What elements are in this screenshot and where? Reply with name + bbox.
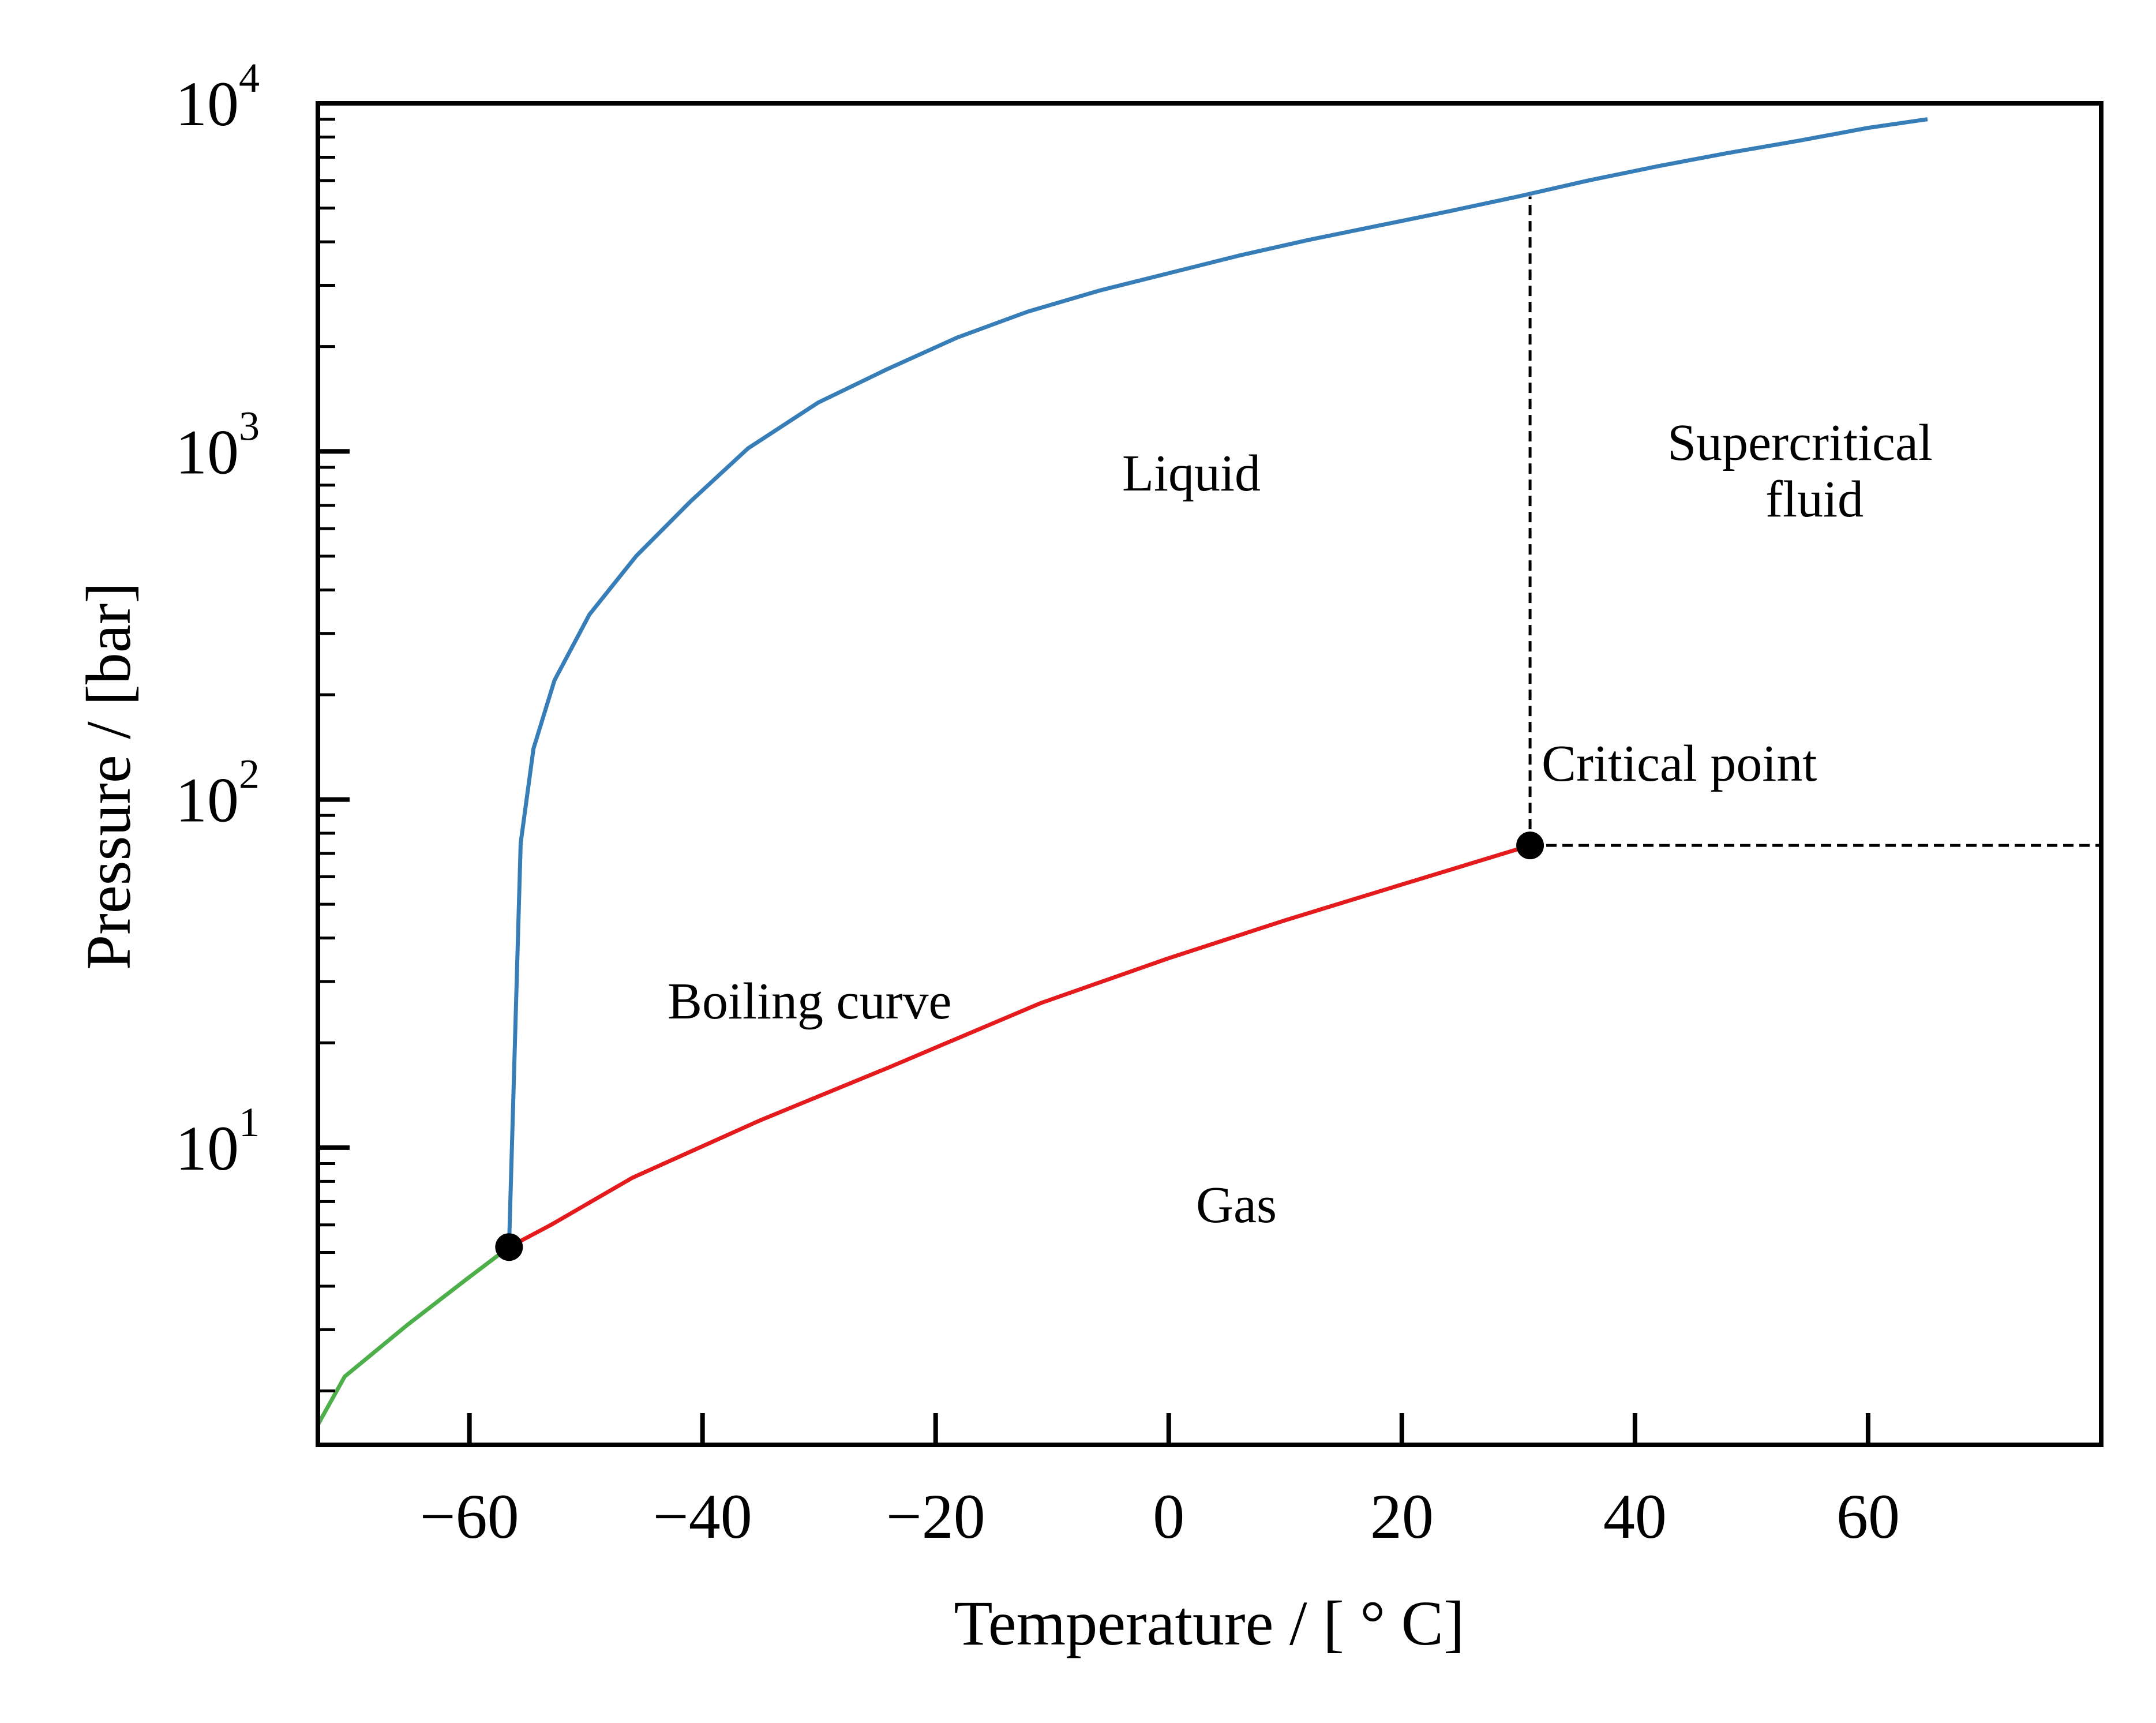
y-tick-label: 101: [175, 1099, 260, 1183]
x-tick-label: −20: [886, 1481, 985, 1552]
x-tick-label: 0: [1153, 1481, 1184, 1552]
x-axis-title: Temperature / [ ° C]: [954, 1588, 1464, 1658]
tick-labels: −60 −40 −20 0 20 40 60 101 102 103 104: [175, 55, 1900, 1552]
x-tick-label: −60: [420, 1481, 519, 1552]
boiling-curve-label: Boiling curve: [668, 973, 951, 1030]
y-tick-label: 103: [175, 403, 260, 487]
y-axis-title: Pressure / [bar]: [73, 582, 144, 970]
supercritical-label-line2: fluid: [1765, 471, 1863, 528]
supercritical-label-line1: Supercritical: [1667, 414, 1933, 471]
series-line-0: [316, 1245, 511, 1426]
x-tick-label: −40: [653, 1481, 752, 1552]
x-tick-label: 60: [1836, 1481, 1900, 1552]
plot-frame: [316, 101, 2103, 1447]
gas-label: Gas: [1196, 1177, 1277, 1234]
x-tick-label: 20: [1370, 1481, 1434, 1552]
point-layer: [495, 831, 1544, 1261]
reference-lines: [1528, 196, 2101, 847]
liquid-label: Liquid: [1122, 445, 1261, 502]
critical-point-marker: [1516, 831, 1544, 860]
critical-point-label: Critical point: [1542, 735, 1817, 792]
series-layer: [316, 117, 1928, 1426]
triple-point-marker: [495, 1233, 523, 1261]
series-line-1: [508, 843, 1531, 1249]
y-tick-label: 102: [175, 751, 260, 836]
x-tick-label: 40: [1603, 1481, 1667, 1552]
y-minor-ticks: [318, 118, 335, 1393]
y-tick-label: 104: [175, 55, 260, 139]
series-line-2: [507, 117, 1928, 1248]
